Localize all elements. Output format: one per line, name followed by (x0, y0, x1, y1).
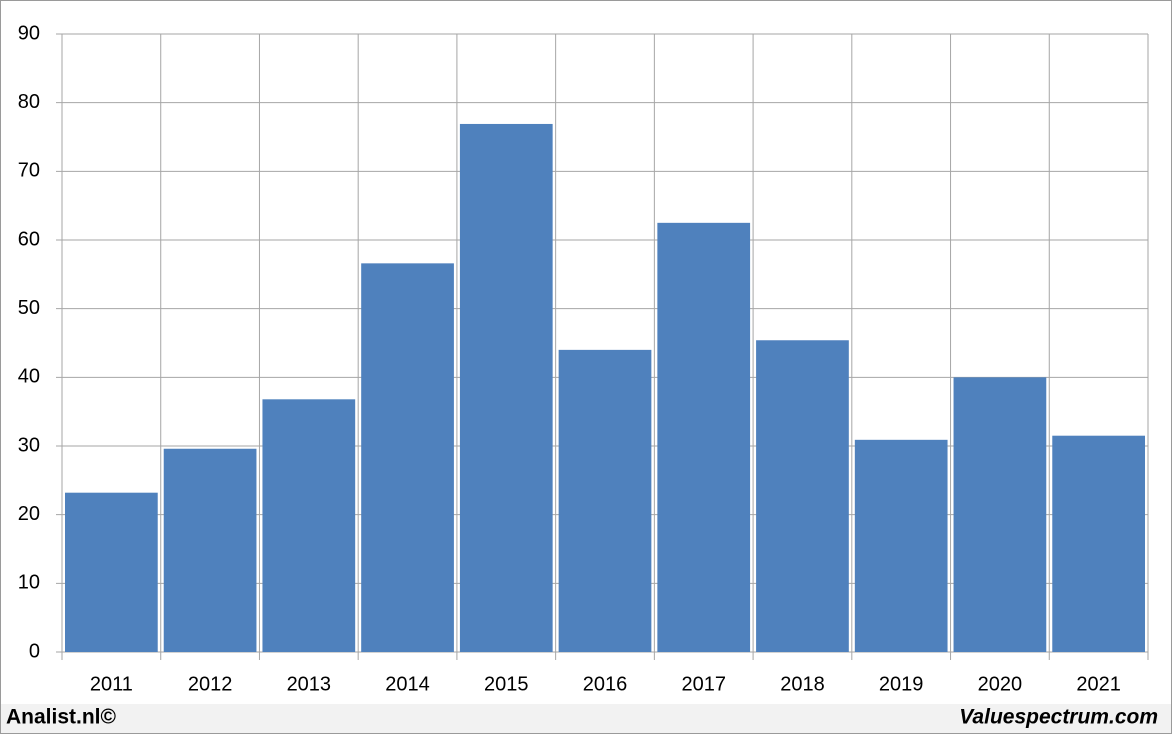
x-tick-label: 2016 (583, 673, 628, 695)
y-tick-label: 30 (18, 434, 40, 456)
y-tick-label: 0 (29, 640, 40, 662)
x-tick-label: 2018 (780, 673, 825, 695)
x-tick-label: 2013 (287, 673, 332, 695)
bar (953, 377, 1047, 652)
bar (756, 340, 849, 652)
x-tick-label: 2019 (879, 673, 924, 695)
y-tick-label: 10 (18, 572, 40, 594)
bar (65, 492, 158, 652)
y-tick-label: 90 (18, 22, 40, 44)
bar (361, 263, 454, 652)
footer-left: Analist.nl© (6, 706, 117, 729)
bar (854, 439, 948, 652)
footer-band (1, 704, 1171, 733)
bar (459, 123, 553, 653)
bar (262, 399, 356, 652)
x-tick-label: 2021 (1076, 673, 1121, 695)
x-tick-label: 2011 (90, 673, 133, 695)
bar (1052, 435, 1145, 652)
x-tick-label: 2012 (188, 673, 233, 695)
bar (657, 222, 751, 653)
y-tick-label: 70 (18, 160, 40, 182)
bar (558, 349, 652, 652)
x-tick-label: 2017 (681, 673, 726, 695)
y-tick-label: 80 (18, 91, 40, 113)
y-tick-label: 60 (18, 228, 40, 250)
y-tick-label: 20 (18, 503, 40, 525)
x-tick-label: 2015 (484, 673, 529, 695)
bar (163, 448, 257, 652)
x-tick-label: 2020 (978, 673, 1023, 695)
x-tick-label: 2014 (385, 673, 430, 695)
y-tick-label: 50 (18, 297, 40, 319)
footer-right: Valuespectrum.com (959, 706, 1158, 729)
y-tick-label: 40 (18, 366, 40, 388)
